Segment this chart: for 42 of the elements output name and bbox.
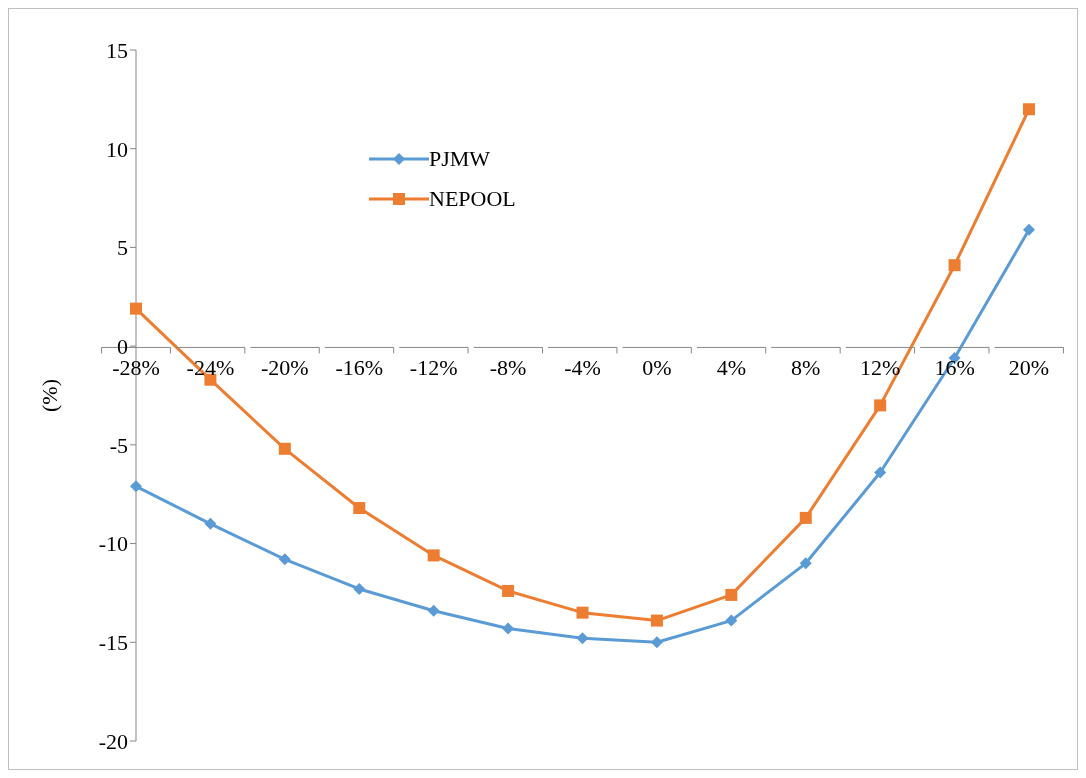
point <box>502 584 515 597</box>
x-tick-label: -20% <box>261 355 309 381</box>
y-tick-label: -20 <box>98 728 128 754</box>
legend-label: NEPOOL <box>429 186 516 212</box>
y-tick-label: -10 <box>98 531 128 557</box>
point <box>799 511 812 524</box>
point <box>130 302 142 315</box>
point <box>874 466 887 479</box>
point <box>650 614 663 627</box>
point <box>725 614 738 627</box>
point <box>1023 103 1035 116</box>
x-tick-label: 0% <box>642 355 672 381</box>
point <box>725 588 738 601</box>
x-tick-label: 4% <box>716 355 746 381</box>
y-tick-label: -15 <box>98 630 128 656</box>
x-tick-label: 20% <box>1008 355 1050 381</box>
point <box>948 259 961 272</box>
y-tick-label: -5 <box>109 432 128 458</box>
point <box>427 604 440 617</box>
y-tick-label: 5 <box>117 235 128 261</box>
x-tick-label: -16% <box>335 355 384 381</box>
y-tick-label: 15 <box>106 37 128 63</box>
x-tick-label: 8% <box>791 355 821 381</box>
x-tick-label: -4% <box>564 355 601 381</box>
point <box>427 549 440 562</box>
point <box>130 480 142 493</box>
point <box>502 622 515 635</box>
point <box>576 606 589 619</box>
legend-label: PJMW <box>429 146 491 172</box>
point <box>204 517 217 530</box>
x-tick-label: 12% <box>860 355 901 381</box>
point <box>278 553 291 566</box>
point <box>799 557 812 570</box>
point <box>874 399 887 412</box>
y-tick-label: 10 <box>106 136 128 162</box>
point <box>353 502 366 515</box>
point <box>278 442 291 455</box>
y-axis-title: (%) <box>36 379 62 412</box>
point <box>353 582 366 595</box>
x-tick-label: -12% <box>409 355 458 381</box>
x-tick-label: -8% <box>489 355 527 381</box>
point <box>1023 223 1035 236</box>
